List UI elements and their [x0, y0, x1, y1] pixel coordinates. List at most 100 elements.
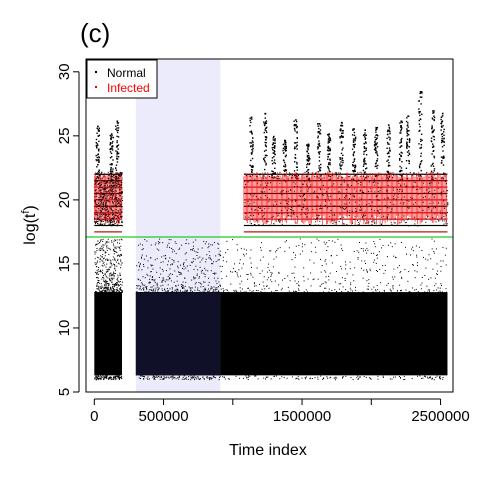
normal-point: [104, 287, 106, 289]
normal-point: [171, 274, 173, 275]
normal-spike-point: [249, 179, 252, 182]
normal-overlay-point: [100, 211, 102, 213]
normal-point: [97, 378, 98, 380]
normal-spike-point: [265, 130, 267, 132]
normal-spike-point: [420, 103, 422, 105]
normal-point: [299, 238, 301, 240]
normal-overlay-point: [339, 213, 341, 215]
normal-spike-point: [376, 142, 378, 144]
normal-spike-point: [117, 148, 119, 150]
normal-overlay-point: [110, 177, 112, 179]
normal-point: [179, 290, 181, 292]
normal-point: [109, 207, 111, 209]
normal-point: [102, 249, 104, 251]
normal-overlay-point: [377, 210, 379, 212]
normal-spike-point: [328, 150, 330, 152]
normal-point: [139, 243, 141, 245]
normal-point: [323, 291, 324, 293]
normal-point: [435, 283, 437, 285]
normal-overlay-point: [109, 220, 111, 222]
normal-point: [184, 277, 186, 279]
normal-point: [103, 288, 105, 290]
normal-point: [169, 277, 171, 279]
normal-overlay-point: [280, 202, 282, 204]
normal-spike-peak: [284, 139, 286, 142]
normal-spike-point: [116, 151, 119, 153]
normal-point: [107, 259, 109, 261]
normal-point: [138, 285, 140, 287]
normal-spike-point: [352, 170, 355, 172]
normal-point: [171, 288, 173, 290]
normal-point: [140, 289, 142, 291]
normal-point: [399, 272, 401, 274]
normal-spike-point: [95, 142, 97, 144]
normal-overlay-point: [249, 203, 251, 205]
normal-overlay-point: [120, 210, 122, 212]
normal-overlay-point: [306, 216, 308, 218]
normal-point: [114, 268, 116, 270]
normal-spike-point: [352, 141, 355, 143]
normal-point: [349, 287, 351, 289]
normal-spike-point: [264, 156, 266, 159]
normal-point: [101, 290, 103, 292]
normal-point: [103, 291, 105, 293]
normal-overlay-point: [314, 176, 316, 178]
normal-point: [311, 378, 313, 379]
normal-overlay-point: [335, 222, 337, 224]
normal-point: [288, 290, 290, 292]
normal-spike-point: [399, 179, 402, 181]
normal-point: [200, 286, 202, 288]
normal-point: [433, 379, 435, 381]
normal-point: [116, 282, 118, 284]
normal-point: [259, 273, 261, 274]
normal-overlay-point: [95, 203, 97, 205]
normal-overlay-point: [316, 176, 318, 178]
normal-point: [168, 377, 170, 379]
normal-overlay-point: [120, 204, 122, 206]
normal-point: [153, 288, 155, 290]
normal-spike-point: [306, 144, 308, 146]
normal-overlay-point: [112, 224, 114, 226]
normal-point: [115, 214, 117, 216]
normal-point: [224, 376, 225, 378]
normal-point: [344, 278, 346, 279]
normal-overlay-point: [102, 212, 104, 214]
normal-spike-point: [117, 156, 120, 158]
normal-point: [195, 239, 197, 241]
normal-overlay-point: [377, 199, 379, 201]
normal-spike-point: [401, 145, 403, 147]
normal-spike-point: [116, 158, 118, 160]
normal-point: [272, 266, 274, 268]
normal-overlay-point: [360, 208, 362, 210]
normal-spike-point: [95, 154, 97, 157]
normal-point: [414, 270, 416, 272]
normal-spike-point: [421, 91, 423, 93]
normal-point: [334, 379, 336, 381]
x-tick-label: 500000: [139, 408, 189, 425]
normal-point: [105, 243, 107, 245]
normal-point: [202, 285, 204, 287]
normal-point: [196, 376, 198, 378]
normal-spike-point: [273, 152, 275, 154]
normal-point: [185, 242, 187, 244]
normal-point: [106, 249, 108, 251]
normal-point: [329, 272, 331, 274]
normal-spike-point: [111, 142, 113, 144]
normal-point: [406, 224, 408, 226]
normal-spike-point: [296, 161, 298, 164]
normal-spike-point: [406, 128, 408, 130]
normal-point: [427, 259, 429, 261]
normal-point: [112, 273, 114, 275]
normal-overlay-point: [292, 210, 294, 212]
normal-overlay-point: [403, 202, 405, 204]
normal-point: [166, 270, 167, 272]
normal-point: [121, 290, 123, 292]
normal-point: [156, 282, 158, 284]
normal-point: [103, 258, 104, 260]
x-tick-label: 2500000: [411, 408, 469, 425]
normal-point: [445, 193, 447, 195]
normal-point: [294, 190, 296, 192]
normal-overlay-point: [115, 206, 117, 208]
normal-point: [112, 193, 114, 195]
normal-overlay-point: [117, 220, 119, 222]
